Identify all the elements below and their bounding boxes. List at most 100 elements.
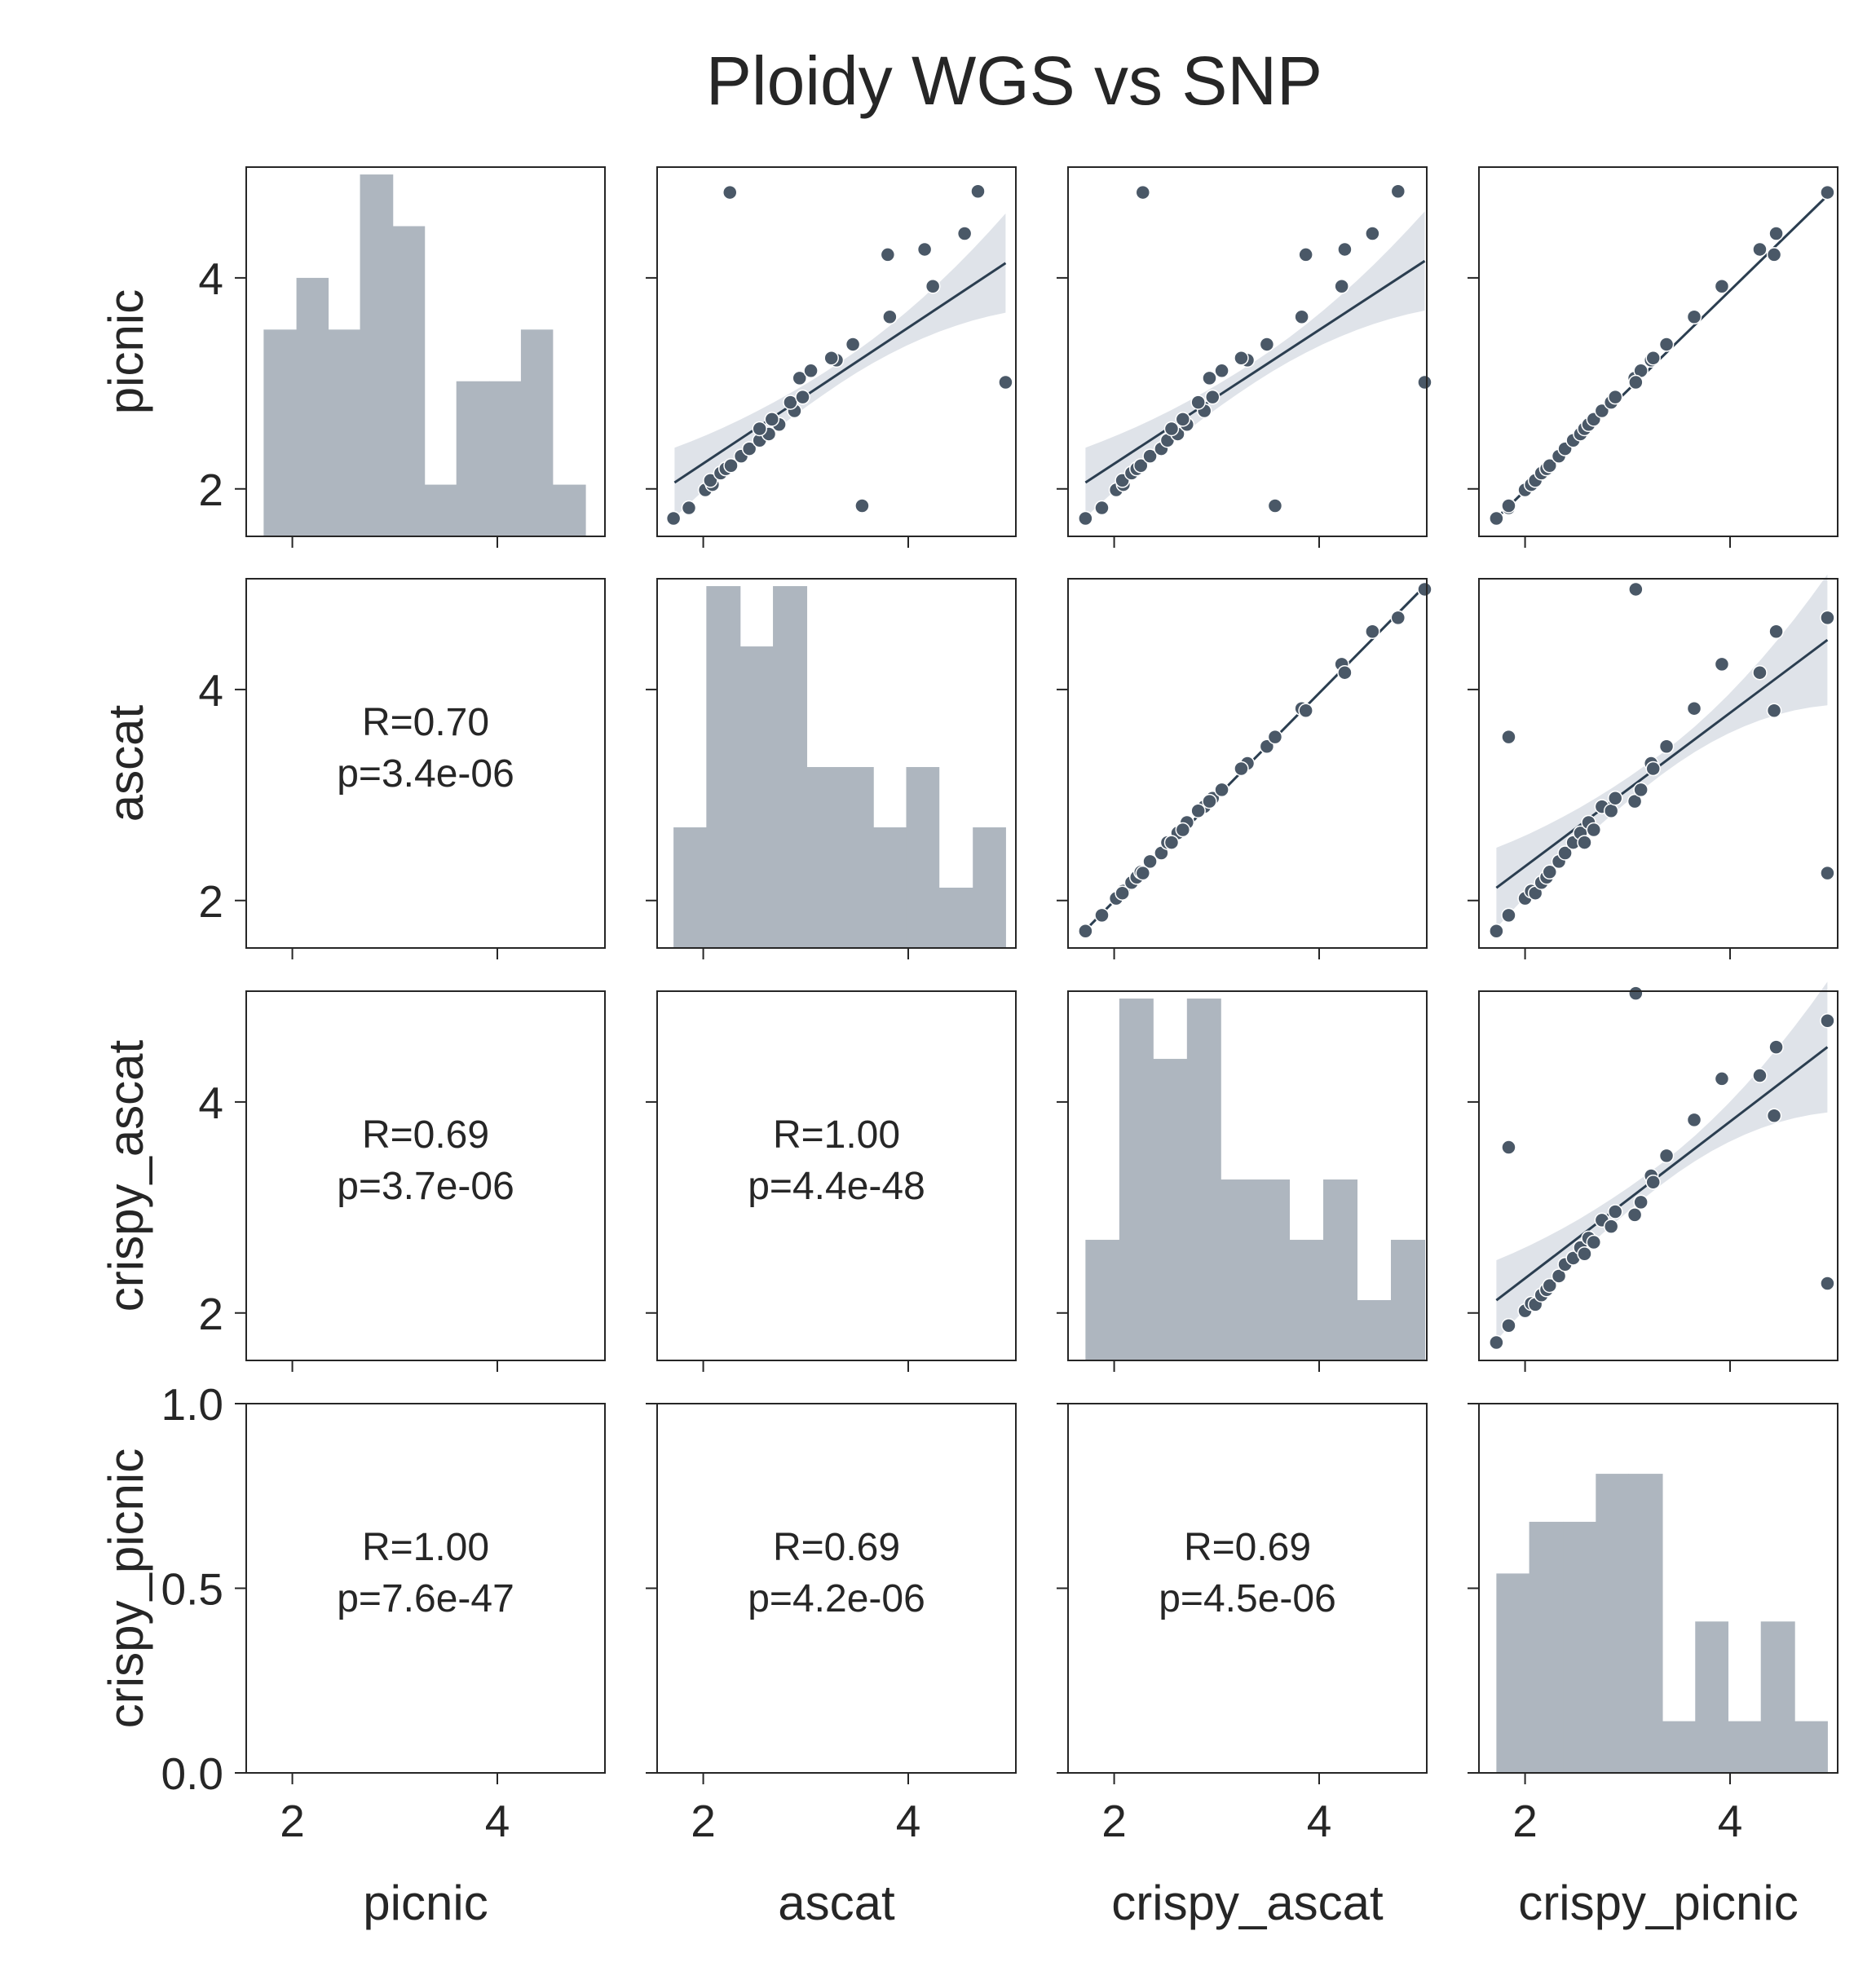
hist-bar-crispy_ascat-9 bbox=[1391, 1240, 1425, 1360]
hist-bar-crispy_ascat-8 bbox=[1357, 1300, 1392, 1360]
scatter-point bbox=[703, 473, 718, 488]
x-tick-label: 4 bbox=[1718, 1796, 1743, 1846]
panel-frame bbox=[656, 166, 1017, 537]
scatter-point bbox=[1607, 1204, 1623, 1219]
scatter-point bbox=[1259, 337, 1275, 352]
hist-bar-ascat-0 bbox=[673, 827, 707, 948]
hist-bar-crispy_ascat-1 bbox=[1119, 999, 1154, 1360]
hist-bar-crispy_ascat-7 bbox=[1323, 1179, 1358, 1360]
scatter-point bbox=[1163, 421, 1180, 437]
scatter-point bbox=[1820, 1276, 1835, 1291]
scatter-point bbox=[1365, 226, 1380, 241]
hist-bar-crispy_ascat-2 bbox=[1153, 1059, 1188, 1360]
regression-line bbox=[1495, 638, 1829, 889]
scatter-point bbox=[1594, 403, 1610, 419]
x-tick-label: 2 bbox=[1512, 1796, 1538, 1846]
scatter-point bbox=[1298, 703, 1313, 719]
chart-title: Ploidy WGS vs SNP bbox=[706, 42, 1322, 119]
scatter-point bbox=[1766, 703, 1782, 719]
correlation-p: p=4.2e-06 bbox=[748, 1577, 925, 1620]
scatter-point bbox=[1078, 510, 1093, 527]
scatter-point bbox=[792, 370, 807, 386]
hist-bar-crispy_picnic-4 bbox=[1628, 1474, 1663, 1773]
y-tick-label: 4 bbox=[198, 665, 223, 716]
hist-bar-picnic-3 bbox=[360, 174, 394, 536]
scatter-point bbox=[1135, 865, 1151, 881]
panel-picnic-vs-crispy_ascat bbox=[1057, 166, 1432, 548]
hist-bar-picnic-9 bbox=[552, 484, 586, 536]
hist-bar-crispy_picnic-0 bbox=[1496, 1573, 1530, 1773]
scatter-point bbox=[1752, 1068, 1768, 1083]
y-tick-label: 2 bbox=[198, 465, 223, 515]
x-axis-label-crispy_picnic: crispy_picnic bbox=[1518, 1876, 1798, 1930]
scatter-point bbox=[1489, 1334, 1504, 1351]
scatter-point bbox=[1501, 907, 1516, 924]
scatter-point bbox=[1714, 1071, 1730, 1087]
panel-picnic-vs-crispy_picnic bbox=[1468, 166, 1838, 548]
scatter-point bbox=[1766, 247, 1782, 262]
scatter-point bbox=[1489, 510, 1504, 527]
hist-bar-ascat-9 bbox=[973, 827, 1006, 948]
scatter-point bbox=[1337, 664, 1353, 681]
panel-frame bbox=[1478, 578, 1838, 949]
hist-bar-crispy_picnic-9 bbox=[1794, 1721, 1828, 1773]
scatter-point bbox=[1267, 498, 1283, 514]
y-tick-label: 2 bbox=[198, 1289, 223, 1339]
hist-bar-picnic-2 bbox=[328, 329, 361, 536]
scatter-point bbox=[741, 441, 757, 456]
y-axis-label-crispy_picnic: crispy_picnic bbox=[99, 1448, 153, 1728]
scatter-point bbox=[803, 363, 819, 379]
scatter-point bbox=[1645, 1175, 1661, 1190]
panel-ascat-vs-crispy_picnic bbox=[1468, 574, 1838, 959]
scatter-point bbox=[1202, 370, 1217, 386]
panel-crispy_picnic-vs-crispy_ascat: R=0.69 p=4.5e-06 bbox=[1057, 1403, 1428, 1784]
correlation-r: R=1.00 bbox=[773, 1113, 900, 1157]
y-axis-label-ascat: ascat bbox=[99, 704, 153, 822]
scatter-point bbox=[1557, 845, 1573, 861]
scatter-point bbox=[795, 389, 810, 405]
scatter-point bbox=[1078, 924, 1093, 939]
scatter-point bbox=[1390, 610, 1406, 626]
scatter-point bbox=[1267, 729, 1283, 745]
hist-bar-crispy_picnic-8 bbox=[1760, 1621, 1795, 1773]
panel-frame bbox=[245, 578, 606, 949]
scatter-point bbox=[1586, 1234, 1602, 1250]
hist-bar-crispy_picnic-7 bbox=[1728, 1721, 1762, 1773]
x-axis-label-crispy_ascat: crispy_ascat bbox=[1111, 1876, 1384, 1930]
x-tick-label: 4 bbox=[896, 1796, 921, 1846]
y-tick-label: 1.0 bbox=[161, 1379, 223, 1430]
panel-frame bbox=[1478, 990, 1838, 1361]
panel-crispy_picnic-vs-ascat: R=0.69 p=4.2e-06 bbox=[646, 1403, 1017, 1784]
hist-bar-crispy_picnic-1 bbox=[1529, 1521, 1564, 1773]
scatter-point bbox=[1628, 581, 1644, 597]
y-axis-label-picnic: picnic bbox=[99, 289, 153, 414]
scatter-point bbox=[1714, 279, 1730, 294]
panel-crispy_picnic-vs-crispy_picnic bbox=[1468, 1403, 1838, 1784]
scatter-point bbox=[1542, 864, 1557, 880]
scatter-point bbox=[1768, 1039, 1784, 1055]
panel-frame bbox=[245, 166, 606, 537]
scatter-point bbox=[1135, 184, 1151, 201]
regression-line bbox=[1495, 1046, 1829, 1302]
hist-bar-crispy_picnic-6 bbox=[1695, 1621, 1728, 1773]
panel-frame bbox=[1067, 990, 1428, 1361]
scatter-point bbox=[1658, 738, 1675, 755]
panel-grid: R=0.70 p=3.4e-06 R=0.69 p=3.7e-06 R=1.00 p=4.… bbox=[99, 166, 1838, 1930]
panel-frame bbox=[245, 990, 606, 1361]
scatter-point bbox=[1542, 1277, 1557, 1294]
scatter-point bbox=[854, 498, 870, 514]
panel-crispy_ascat-vs-crispy_ascat bbox=[1057, 990, 1428, 1372]
scatter-point bbox=[1577, 835, 1592, 850]
scatter-point bbox=[1094, 500, 1110, 516]
hist-bar-ascat-5 bbox=[839, 767, 874, 948]
regression-line bbox=[673, 262, 1007, 484]
scatter-point bbox=[1603, 803, 1619, 818]
hist-bar-picnic-6 bbox=[456, 381, 490, 536]
scatter-point bbox=[665, 510, 682, 527]
y-tick-label: 4 bbox=[198, 1078, 223, 1128]
scatter-point bbox=[1577, 1246, 1592, 1262]
panel-crispy_picnic-vs-picnic: R=1.00 p=7.6e-47 bbox=[235, 1403, 606, 1784]
panel-ascat-vs-picnic: R=0.70 p=3.4e-06 bbox=[235, 578, 606, 959]
correlation-r: R=0.69 bbox=[1184, 1526, 1311, 1569]
